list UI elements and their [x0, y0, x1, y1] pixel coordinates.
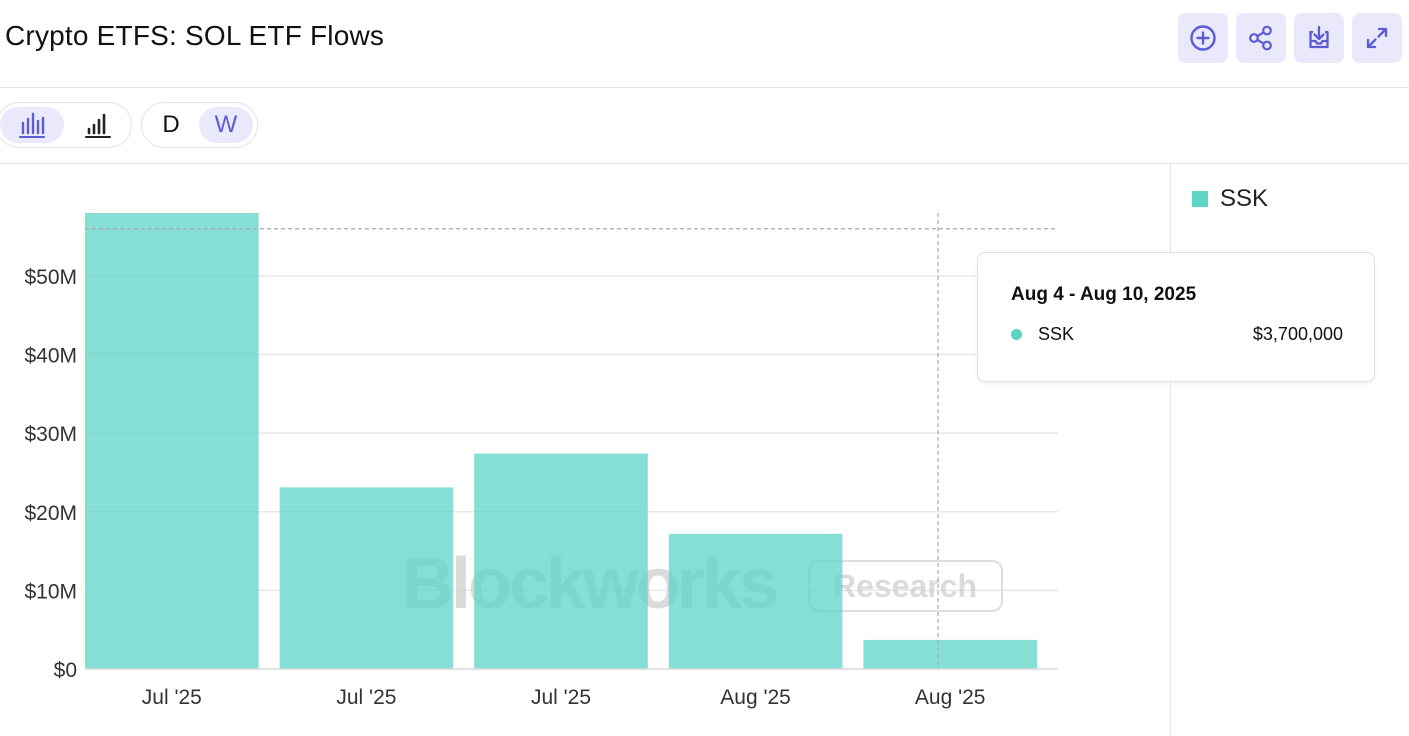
- legend-label: SSK: [1220, 185, 1269, 212]
- period-option-day[interactable]: D: [162, 111, 180, 138]
- y-axis: $0 $10M $20M $30M $40M $50M: [24, 266, 77, 682]
- add-circle-icon: [1190, 25, 1216, 51]
- tooltip-row: SSK $3,700,000: [1011, 324, 1343, 345]
- x-tick-label: Jul '25: [531, 686, 591, 709]
- chart-header: Crypto ETFS: SOL ETF Flows: [0, 0, 1409, 88]
- y-tick-label: $30M: [24, 423, 77, 446]
- expand-icon: [1366, 27, 1388, 49]
- chart-type-toggle: [0, 102, 132, 148]
- y-tick-label: $50M: [24, 266, 77, 289]
- expand-button[interactable]: [1352, 13, 1402, 63]
- period-option-week[interactable]: W: [199, 107, 253, 143]
- x-tick-label: Jul '25: [142, 686, 202, 709]
- share-icon: [1249, 25, 1272, 51]
- x-axis: Jul '25 Jul '25 Jul '25 Aug '25 Aug '25: [85, 668, 1058, 709]
- bar-ssk-0: [85, 213, 259, 669]
- y-tick-label: $10M: [24, 580, 77, 603]
- tooltip-series-dot: [1011, 329, 1022, 340]
- y-tick-label: $20M: [24, 502, 77, 525]
- legend-divider: [1170, 164, 1171, 736]
- watermark-tag: Research: [833, 568, 977, 604]
- bar-ssk-1: [279, 487, 454, 669]
- period-toggle: D W: [141, 102, 258, 148]
- bar-ssk-2: [474, 453, 648, 669]
- bar-chart: Blockworks Research $0$10M$20M$30M$40M$5…: [24, 213, 1058, 709]
- bar-chart-option[interactable]: [0, 107, 64, 143]
- download-button[interactable]: [1294, 13, 1344, 63]
- bar-ssk-4: [863, 639, 1037, 669]
- chart-title: Crypto ETFS: SOL ETF Flows: [5, 20, 385, 51]
- legend-swatch: [1192, 191, 1208, 207]
- x-tick-label: Jul '25: [336, 686, 396, 709]
- add-to-dashboard-button[interactable]: [1178, 13, 1228, 63]
- tooltip-title: Aug 4 - Aug 10, 2025: [1011, 284, 1197, 305]
- bar-chart-stacked-icon: [85, 113, 111, 138]
- bar-chart-icon: [19, 112, 45, 138]
- download-icon: [1309, 25, 1329, 49]
- chart-crosshair: [85, 213, 1058, 669]
- tooltip-series-value: $3,700,000: [1252, 324, 1343, 344]
- bar-ssk-3: [668, 533, 843, 669]
- stacked-bar-chart-option[interactable]: [66, 107, 128, 143]
- share-button[interactable]: [1236, 13, 1286, 63]
- legend-item-ssk[interactable]: SSK: [1192, 185, 1268, 213]
- x-tick-label: Aug '25: [720, 686, 791, 709]
- header-actions: [1178, 13, 1402, 63]
- x-tick-label: Aug '25: [915, 686, 986, 709]
- tooltip-series-name: SSK: [1038, 324, 1075, 344]
- chart-bars: [85, 213, 1037, 669]
- y-tick-label: $40M: [24, 345, 77, 368]
- y-tick-label: $0: [54, 659, 77, 682]
- chart-toolbar: D W: [0, 88, 1409, 164]
- chart-tooltip: Aug 4 - Aug 10, 2025 SSK $3,700,000: [977, 252, 1375, 382]
